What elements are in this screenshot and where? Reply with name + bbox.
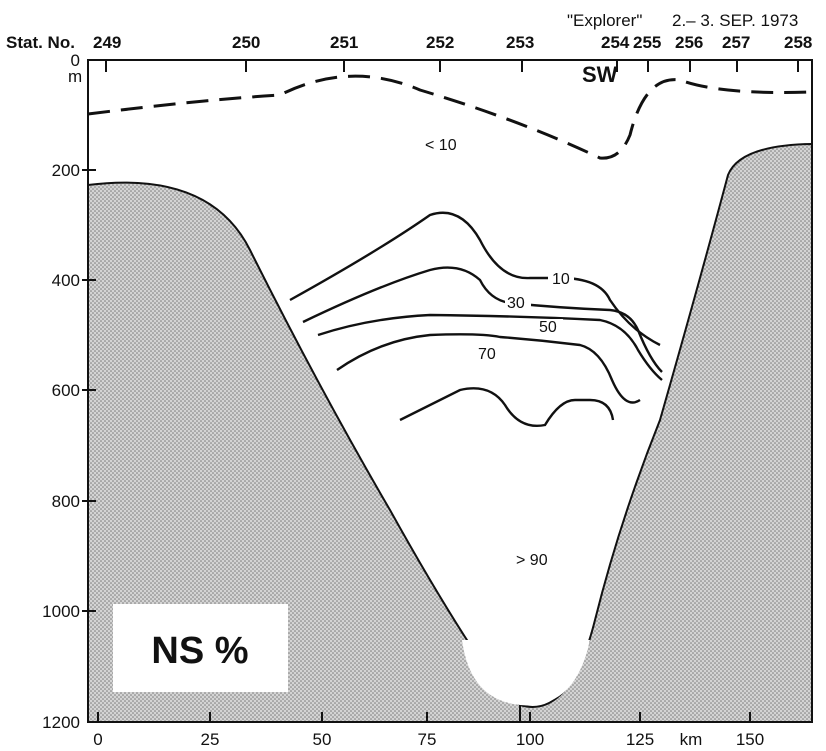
depth-tick-label: 1000: [42, 602, 80, 621]
distance-tick-label: 125: [626, 730, 654, 749]
depth-tick-label: 400: [52, 271, 80, 290]
isoline-label-70: 70: [478, 346, 496, 363]
surface-water-boundary: [87, 74, 813, 160]
distance-tick-label: 0: [93, 730, 102, 749]
distance-tick-label: 50: [313, 730, 332, 749]
station-label: 253: [506, 33, 534, 52]
panel-title-box: [113, 604, 288, 692]
isoline-50: [317, 313, 663, 381]
distance-tick-label: 75: [418, 730, 437, 749]
isoline-90: [399, 387, 615, 427]
basin-water: [462, 640, 590, 706]
depth-tick-label: 800: [52, 492, 80, 511]
station-label: 258: [784, 33, 812, 52]
isoline-10: [289, 211, 661, 347]
panel-title: NS %: [151, 630, 248, 672]
station-label: 249: [93, 33, 121, 52]
isoline-labels: 10 30 50 70: [476, 271, 574, 363]
water-mass-label: SW: [582, 62, 618, 87]
cruise-dates: 2.– 3. SEP. 1973: [672, 11, 798, 30]
station-label: 256: [675, 33, 703, 52]
station-label: 251: [330, 33, 358, 52]
high-value-label: > 90: [516, 552, 548, 569]
distance-unit: km: [680, 730, 703, 749]
isolines: [289, 211, 663, 427]
depth-tick-label: 600: [52, 381, 80, 400]
isoline-70: [336, 333, 641, 404]
seabed-right: [519, 142, 813, 723]
depth-unit: m: [68, 67, 82, 86]
station-prefix: Stat. No.: [6, 33, 75, 52]
station-label: 257: [722, 33, 750, 52]
distance-tick-label: 100: [516, 730, 544, 749]
station-label: 252: [426, 33, 454, 52]
low-value-label: < 10: [425, 137, 457, 154]
ship-name: "Explorer": [567, 11, 642, 30]
isoline-label-50: 50: [539, 319, 557, 336]
depth-axis: m 0 200 400 600 800 1000 1200: [42, 51, 96, 732]
station-label: 254: [601, 33, 630, 52]
isoline-label-10: 10: [552, 271, 570, 288]
depth-tick-label: 0: [71, 51, 80, 70]
isoline-label-30: 30: [507, 295, 525, 312]
depth-tick-label: 200: [52, 161, 80, 180]
distance-axis: 0 25 50 75 100 125 km 150: [93, 712, 764, 749]
station-label: 250: [232, 33, 260, 52]
station-axis: 249 250 251 252 253 254 255 256 257 258: [93, 33, 812, 72]
distance-tick-label: 150: [736, 730, 764, 749]
station-label: 255: [633, 33, 661, 52]
depth-tick-label: 1200: [42, 713, 80, 732]
distance-tick-label: 25: [201, 730, 220, 749]
